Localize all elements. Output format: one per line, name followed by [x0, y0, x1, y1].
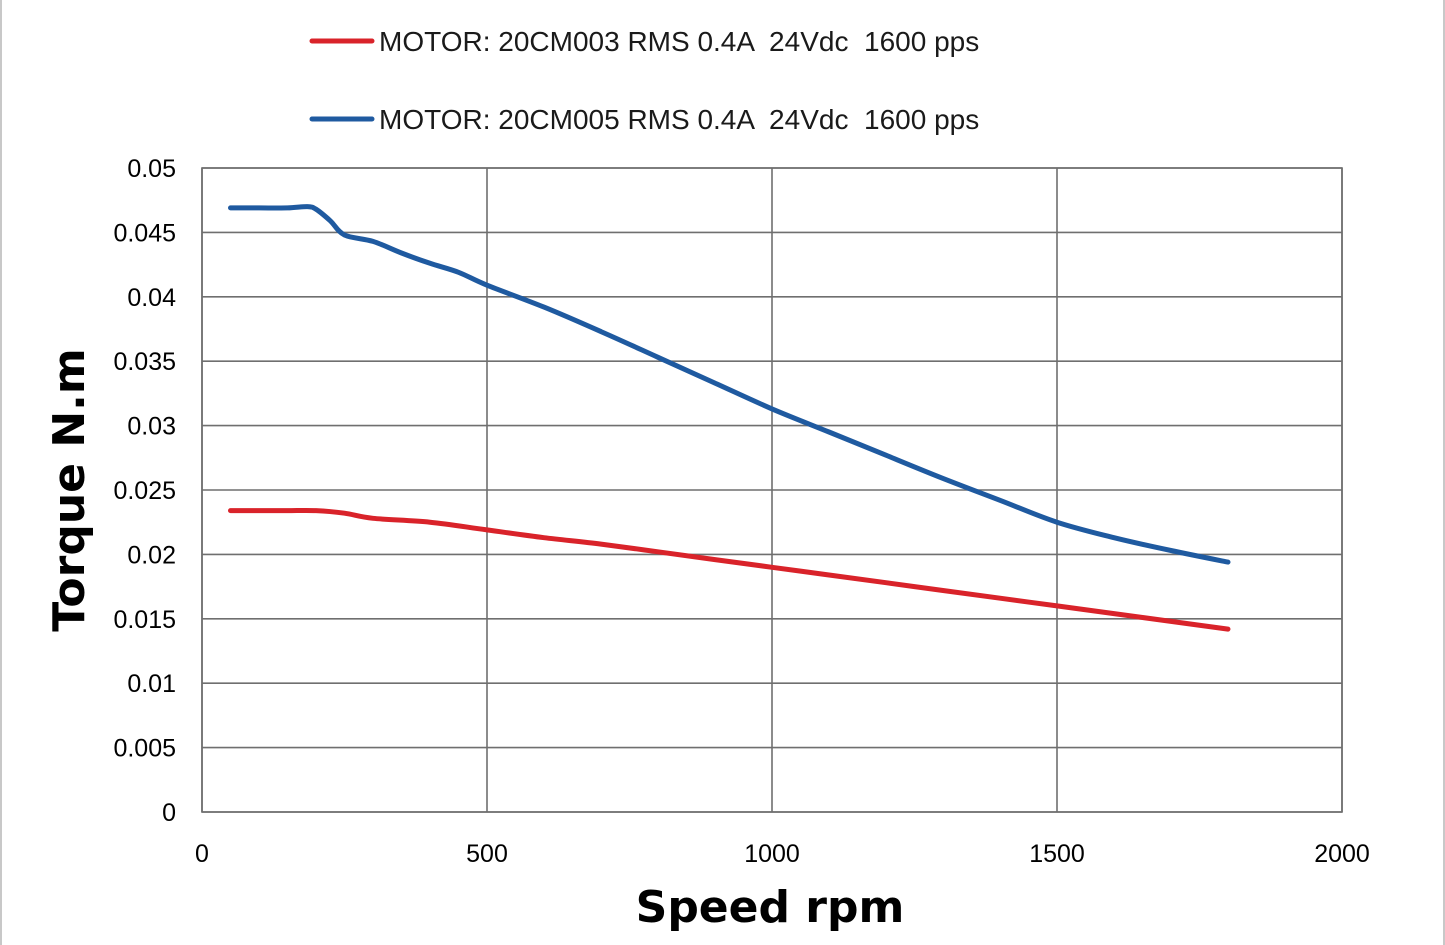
y-tick-label: 0.05 [127, 155, 176, 183]
x-tick-label: 500 [466, 840, 508, 868]
y-tick-label: 0.025 [113, 477, 176, 505]
y-axis-ticks: 0 0.005 0.01 0.015 0.02 0.025 0.03 0.035 0.04 0.0… [113, 155, 176, 827]
y-tick-label: 0.03 [127, 413, 176, 441]
y-tick-label: 0.045 [113, 219, 176, 247]
y-tick-label: 0 [162, 799, 176, 827]
x-tick-label: 0 [195, 840, 209, 868]
x-axis-ticks: 0 500 1000 1500 2000 [195, 840, 1370, 868]
x-axis-title: Speed rpm [636, 882, 905, 933]
x-tick-label: 1000 [744, 840, 800, 868]
x-tick-label: 1500 [1029, 840, 1085, 868]
series-line-2 [228, 204, 1231, 565]
legend: MOTOR: 20CM003 RMS 0.4A 24Vdc 1600 pps MO… [309, 26, 979, 135]
legend-label-2: MOTOR: 20CM005 RMS 0.4A 24Vdc 1600 pps [379, 104, 979, 135]
y-axis-title: Torque N.m [44, 348, 95, 631]
y-tick-label: 0.02 [127, 541, 176, 569]
series-line-1 [228, 507, 1231, 632]
series-lines [228, 204, 1231, 632]
y-tick-label: 0.035 [113, 348, 176, 376]
plot-area-border [201, 167, 1343, 813]
y-tick-label: 0.01 [127, 670, 176, 698]
x-tick-label: 2000 [1314, 840, 1370, 868]
y-tick-label: 0.04 [127, 284, 176, 312]
grid [201, 167, 1343, 813]
y-tick-label: 0.005 [113, 735, 176, 763]
y-tick-label: 0.015 [113, 606, 176, 634]
legend-label-1: MOTOR: 20CM003 RMS 0.4A 24Vdc 1600 pps [379, 26, 979, 57]
